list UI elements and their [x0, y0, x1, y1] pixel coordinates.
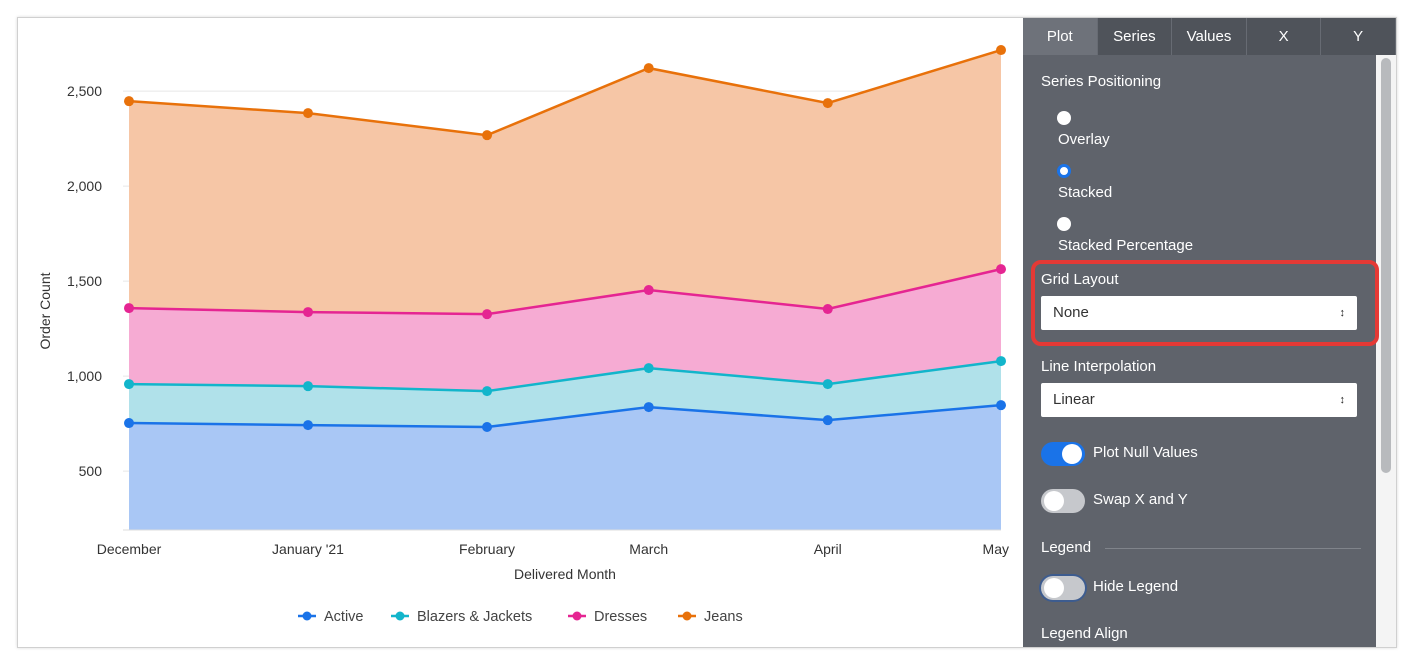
legend-item: Dresses [568, 609, 647, 625]
series-line [128, 48, 1002, 137]
y-tick-label: 2,000 [67, 178, 102, 194]
series-line [128, 359, 1002, 393]
x-tick-label: December [97, 541, 162, 557]
radio-stacked-percentage[interactable] [1057, 217, 1071, 231]
line-interpolation-select[interactable]: Linear ↕ [1041, 383, 1357, 417]
radio-stacked-label: Stacked [1058, 184, 1113, 201]
x-tick-label: April [814, 541, 842, 557]
visualization-editor: 500 1,000 1,500 2,000 2,500 December January '… [17, 17, 1397, 648]
series-line [128, 403, 1002, 429]
legend-item: Active [298, 609, 364, 625]
y-tick-label: 1,000 [67, 368, 102, 384]
settings-panel: Plot Series Values X Y Series Positionin… [1023, 18, 1396, 647]
data-point [482, 309, 493, 320]
grid-layout-label: Grid Layout [1041, 271, 1119, 288]
radio-overlay[interactable] [1057, 111, 1071, 125]
legend-section-heading: Legend [1041, 539, 1092, 556]
tab-x[interactable]: X [1247, 18, 1322, 55]
data-point [124, 303, 134, 314]
swap-xy-toggle[interactable] [1041, 489, 1085, 513]
series-line [128, 267, 1002, 316]
stacked-area-chart: 500 1,000 1,500 2,000 2,500 December January '… [37, 45, 1009, 625]
data-point [822, 304, 833, 315]
select-arrows-icon: ↕ [1339, 307, 1346, 319]
data-point [996, 356, 1006, 367]
scrollbar-thumb[interactable] [1381, 58, 1391, 473]
plot-null-values-toggle[interactable] [1041, 442, 1085, 466]
y-tick-label: 500 [79, 463, 103, 479]
legend-divider [1105, 548, 1361, 549]
y-tick-label: 1,500 [67, 273, 102, 289]
data-point [124, 418, 134, 429]
series-positioning-label: Series Positioning [1041, 73, 1162, 90]
legend-item: Blazers & Jackets [391, 609, 532, 625]
tab-series[interactable]: Series [1098, 18, 1173, 55]
area-dresses [129, 269, 1001, 530]
swap-xy-label: Swap X and Y [1093, 491, 1188, 508]
plot-null-values-label: Plot Null Values [1093, 444, 1198, 461]
data-point [482, 422, 493, 433]
data-point [124, 96, 134, 107]
grid-layout-highlight [1031, 260, 1379, 346]
grid-layout-select[interactable]: None ↕ [1041, 296, 1357, 330]
data-point [303, 381, 314, 392]
x-tick-label: January '21 [272, 541, 344, 557]
scrollbar-track[interactable] [1376, 55, 1396, 647]
panel-tabs: Plot Series Values X Y [1023, 18, 1396, 55]
line-interpolation-value: Linear [1053, 391, 1095, 408]
legend-label: Jeans [704, 609, 743, 625]
tab-y[interactable]: Y [1321, 18, 1396, 55]
legend-label: Dresses [594, 609, 647, 625]
area-jeans [129, 50, 1001, 531]
x-tick-label: May [983, 541, 1009, 557]
legend-item: Jeans [678, 609, 743, 625]
legend-label: Blazers & Jackets [417, 609, 532, 625]
select-arrows-icon: ↕ [1339, 394, 1346, 406]
legend-marker-icon [572, 611, 582, 621]
x-tick-label: February [459, 541, 515, 557]
data-point [996, 400, 1006, 411]
radio-stacked[interactable] [1057, 164, 1071, 178]
tab-plot[interactable]: Plot [1023, 18, 1098, 55]
legend-marker-icon [395, 611, 405, 621]
data-point [303, 108, 314, 119]
area-blazers-jackets [129, 361, 1001, 530]
data-point [303, 307, 314, 318]
data-point [643, 63, 654, 74]
data-point [643, 363, 654, 374]
data-point [482, 130, 493, 141]
data-point [822, 415, 833, 426]
tab-values[interactable]: Values [1172, 18, 1247, 55]
data-point [124, 379, 134, 390]
radio-overlay-label: Overlay [1058, 131, 1110, 148]
data-point [822, 379, 833, 390]
x-axis-title: Delivered Month [514, 566, 616, 582]
legend-marker-icon [682, 611, 692, 621]
grid-layout-value: None [1053, 304, 1089, 321]
y-axis-title: Order Count [37, 272, 53, 349]
data-point [303, 420, 314, 431]
legend-align-label: Legend Align [1041, 625, 1128, 642]
x-tick-label: March [629, 541, 668, 557]
hide-legend-label: Hide Legend [1093, 578, 1179, 595]
area-active [129, 405, 1001, 530]
data-point [996, 264, 1006, 275]
data-point [643, 402, 654, 413]
legend-marker-icon [302, 611, 312, 621]
legend-label: Active [324, 609, 364, 625]
data-point [822, 98, 833, 109]
y-tick-label: 2,500 [67, 83, 102, 99]
radio-stacked-percentage-label: Stacked Percentage [1058, 237, 1194, 254]
hide-legend-toggle[interactable] [1041, 576, 1085, 600]
data-point [482, 386, 493, 397]
data-point [996, 45, 1006, 56]
line-interpolation-label: Line Interpolation [1041, 358, 1157, 375]
data-point [643, 285, 654, 296]
